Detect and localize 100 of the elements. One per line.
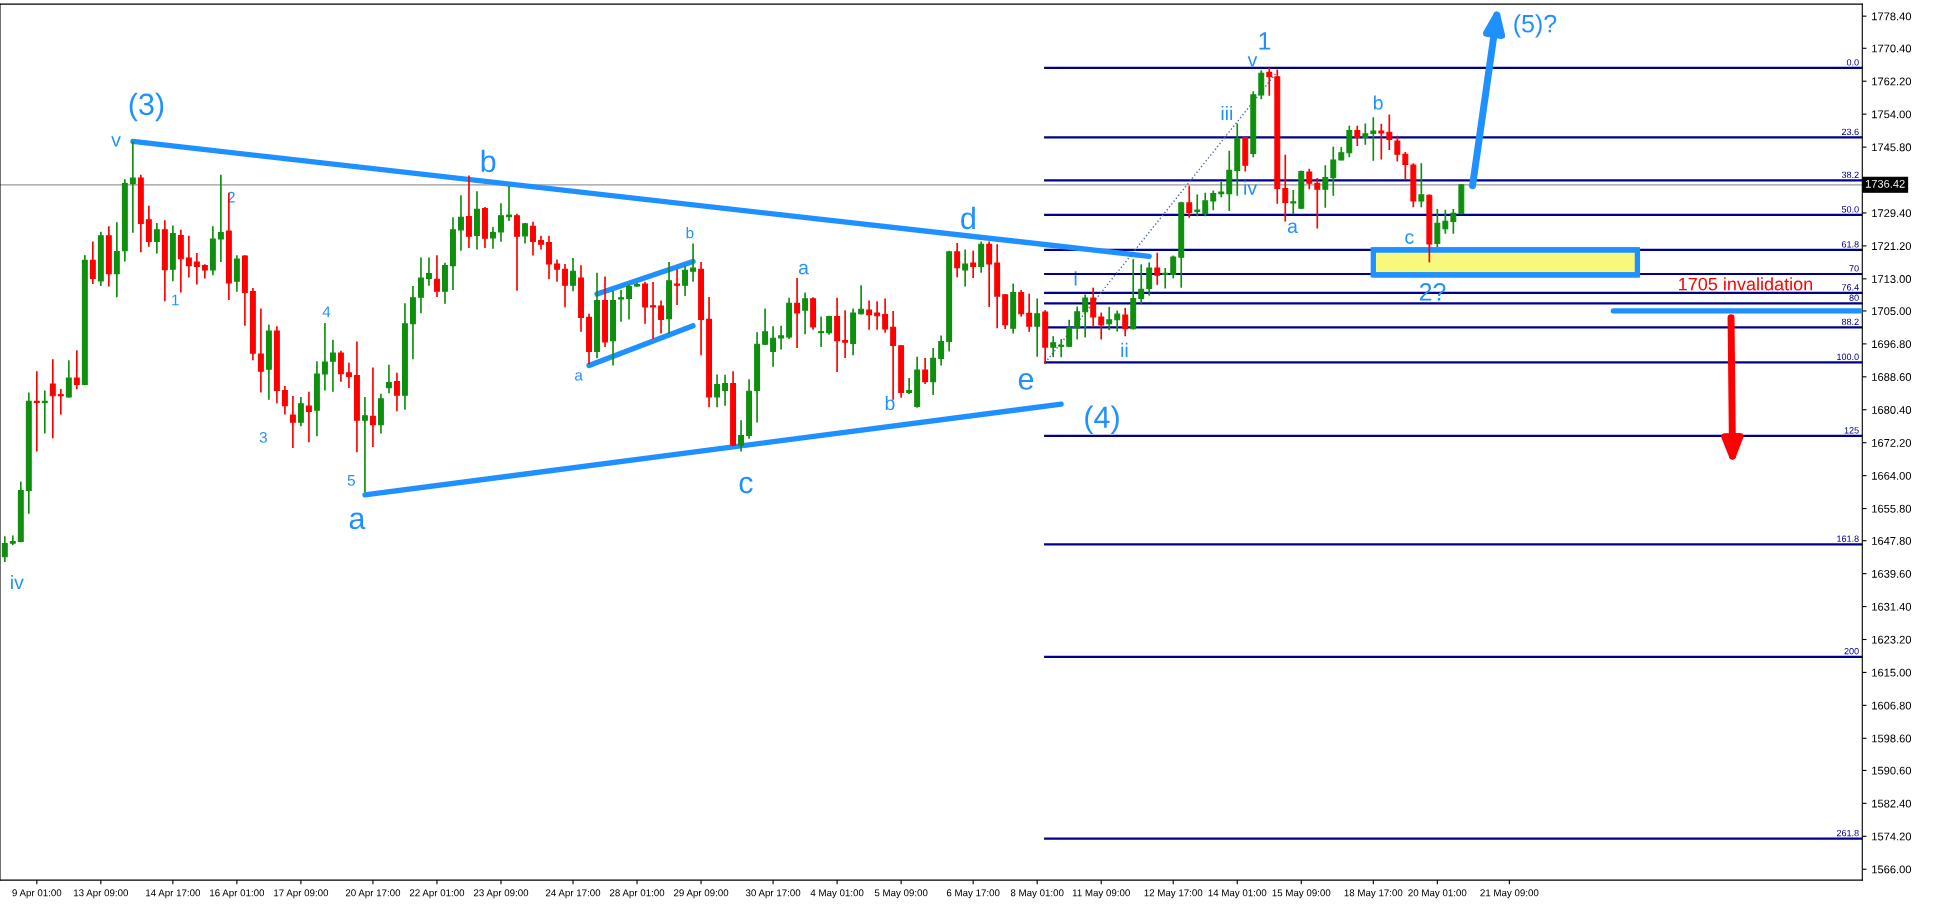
candlestick xyxy=(866,299,873,331)
y-tick-label: 1574.20 xyxy=(1872,832,1912,841)
y-tick-label: 1770.40 xyxy=(1872,44,1912,53)
candlestick xyxy=(417,256,424,315)
candlestick xyxy=(1098,311,1105,341)
candlestick xyxy=(690,242,697,283)
annotation: c xyxy=(739,476,753,494)
y-tick-label: 1590.60 xyxy=(1872,766,1912,775)
x-tick-label: 15 May 09:00 xyxy=(1272,889,1331,899)
candlestick xyxy=(1202,192,1209,218)
candlestick xyxy=(738,419,745,453)
candlestick xyxy=(978,240,985,274)
candlestick xyxy=(1450,208,1457,235)
x-tick-label: 24 Apr 17:00 xyxy=(545,889,601,899)
candlestick xyxy=(802,291,809,336)
y-tick-label: 1729.40 xyxy=(1872,209,1912,218)
y-tick-label: 1582.40 xyxy=(1872,799,1912,808)
candlestick xyxy=(129,140,136,234)
candlestick xyxy=(858,284,865,316)
candlestick xyxy=(570,257,576,293)
candlestick xyxy=(289,395,296,449)
x-tick-label: 20 Apr 17:00 xyxy=(345,889,401,899)
annotation: 1705 invalidation xyxy=(1679,277,1813,291)
candlestick xyxy=(626,283,632,321)
candlestick xyxy=(554,258,560,283)
y-tick-label: 1647.80 xyxy=(1872,536,1912,545)
candlestick xyxy=(714,373,721,409)
candlestick xyxy=(498,202,504,243)
candlestick xyxy=(1282,153,1289,223)
y-tick-label: 1713.00 xyxy=(1872,275,1912,283)
y-tick-label: 1639.60 xyxy=(1872,569,1912,578)
annotation: 88.2 xyxy=(1841,318,1859,326)
annotation: iv xyxy=(11,575,24,590)
x-tick-label: 21 May 09:00 xyxy=(1480,889,1539,899)
annotation: c xyxy=(1405,233,1414,244)
x-tick-label: 5 May 09:00 xyxy=(874,889,928,899)
candlestick xyxy=(466,174,472,249)
candlestick xyxy=(257,307,264,394)
candlestick xyxy=(794,277,801,349)
candlestick xyxy=(73,349,80,391)
x-tick-label: 9 Apr 01:00 xyxy=(12,889,62,899)
candlestick xyxy=(1074,305,1081,341)
candlestick xyxy=(1082,293,1089,339)
y-tick-label: 1745.80 xyxy=(1872,143,1912,152)
x-tick-label: 14 May 01:00 xyxy=(1208,889,1267,899)
candlestick xyxy=(1018,289,1025,318)
x-tick-label: 11 May 09:00 xyxy=(1072,889,1130,899)
candlestick xyxy=(818,315,825,348)
candlestick xyxy=(33,370,40,453)
candlestick xyxy=(882,297,889,334)
annotation: 161.8 xyxy=(1837,535,1859,542)
candlestick xyxy=(1394,135,1401,163)
candlestick xyxy=(305,390,312,444)
ref-line-label: 1736.42 xyxy=(1865,179,1905,188)
candlestick xyxy=(674,268,681,306)
annotation: a xyxy=(798,263,809,275)
annotation: 23.6 xyxy=(1841,128,1859,136)
candlestick xyxy=(1122,306,1129,338)
candlestick xyxy=(385,363,392,395)
candlestick xyxy=(522,222,528,245)
candlestick xyxy=(506,185,512,222)
candlestick xyxy=(618,289,624,323)
candlestick xyxy=(658,299,665,335)
candlestick xyxy=(1402,151,1409,181)
candlestick xyxy=(1314,177,1321,230)
annotation: 61.8 xyxy=(1841,241,1859,248)
candlestick xyxy=(1306,167,1313,191)
candlestick xyxy=(458,194,464,252)
candlestick xyxy=(217,173,224,263)
y-tick-label: 1696.80 xyxy=(1872,340,1912,349)
candlestick xyxy=(1362,122,1369,146)
candlestick xyxy=(562,263,568,309)
y-tick-label: 1598.60 xyxy=(1872,734,1912,743)
candlestick xyxy=(185,235,192,279)
x-tick-label: 12 May 17:00 xyxy=(1144,889,1203,899)
x-tick-label: 22 Apr 01:00 xyxy=(409,889,465,899)
candlestick xyxy=(922,357,929,385)
candlestick xyxy=(962,248,969,288)
annotation: b xyxy=(885,395,895,411)
x-tick-label: 30 Apr 17:00 xyxy=(745,889,801,899)
candlestick xyxy=(778,324,785,351)
y-tick-label: 1655.80 xyxy=(1872,504,1912,513)
candlestick xyxy=(1186,184,1193,219)
candlestick xyxy=(1322,164,1329,209)
candlestick xyxy=(682,265,689,297)
candlestick xyxy=(1114,309,1121,333)
y-tick-label: 1566.00 xyxy=(1872,865,1912,874)
candlestick xyxy=(770,325,777,368)
annotation: 261.8 xyxy=(1836,829,1859,837)
candlestick xyxy=(434,254,440,298)
candlestick xyxy=(1258,69,1265,101)
annotation: v xyxy=(111,136,121,147)
candlestick xyxy=(1210,189,1217,211)
candlestick xyxy=(722,373,729,407)
annotation: a xyxy=(1287,222,1298,234)
candlestick xyxy=(153,222,160,255)
annotation: i xyxy=(1074,271,1077,286)
annotation: 125 xyxy=(1844,427,1859,434)
candlestick xyxy=(970,249,977,279)
annotation: 100.0 xyxy=(1837,353,1859,360)
